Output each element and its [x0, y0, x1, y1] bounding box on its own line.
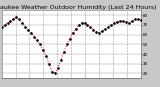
Point: [33, 36, 36, 37]
Point: [39, 44, 41, 45]
Point: [134, 18, 136, 20]
Point: [131, 20, 133, 22]
Point: [51, 71, 53, 72]
Point: [113, 22, 115, 24]
Point: [48, 63, 50, 64]
Point: [92, 29, 95, 31]
Point: [63, 51, 65, 53]
Point: [30, 32, 32, 33]
Point: [60, 59, 62, 61]
Point: [6, 22, 9, 24]
Title: Milwaukee Weather Outdoor Humidity (Last 24 Hours): Milwaukee Weather Outdoor Humidity (Last…: [0, 5, 156, 10]
Point: [86, 24, 89, 26]
Point: [140, 19, 142, 21]
Point: [116, 21, 118, 23]
Point: [3, 24, 6, 26]
Point: [9, 20, 12, 22]
Point: [77, 24, 80, 26]
Point: [125, 21, 127, 23]
Point: [122, 20, 124, 22]
Point: [57, 67, 59, 68]
Point: [54, 73, 56, 74]
Point: [65, 44, 68, 45]
Point: [110, 24, 112, 26]
Point: [42, 50, 44, 51]
Point: [101, 30, 104, 31]
Point: [71, 32, 74, 33]
Point: [119, 20, 121, 22]
Point: [24, 26, 27, 28]
Point: [89, 26, 92, 28]
Point: [83, 22, 86, 24]
Point: [12, 18, 15, 20]
Point: [36, 40, 38, 41]
Point: [107, 26, 109, 28]
Point: [21, 22, 24, 24]
Point: [0, 26, 3, 28]
Point: [95, 31, 98, 32]
Point: [68, 38, 71, 39]
Point: [15, 17, 18, 18]
Point: [74, 28, 77, 30]
Point: [104, 28, 107, 30]
Point: [80, 22, 83, 24]
Point: [27, 29, 30, 31]
Point: [136, 18, 139, 20]
Point: [98, 32, 101, 33]
Point: [128, 22, 130, 24]
Point: [18, 18, 21, 20]
Point: [45, 55, 47, 57]
